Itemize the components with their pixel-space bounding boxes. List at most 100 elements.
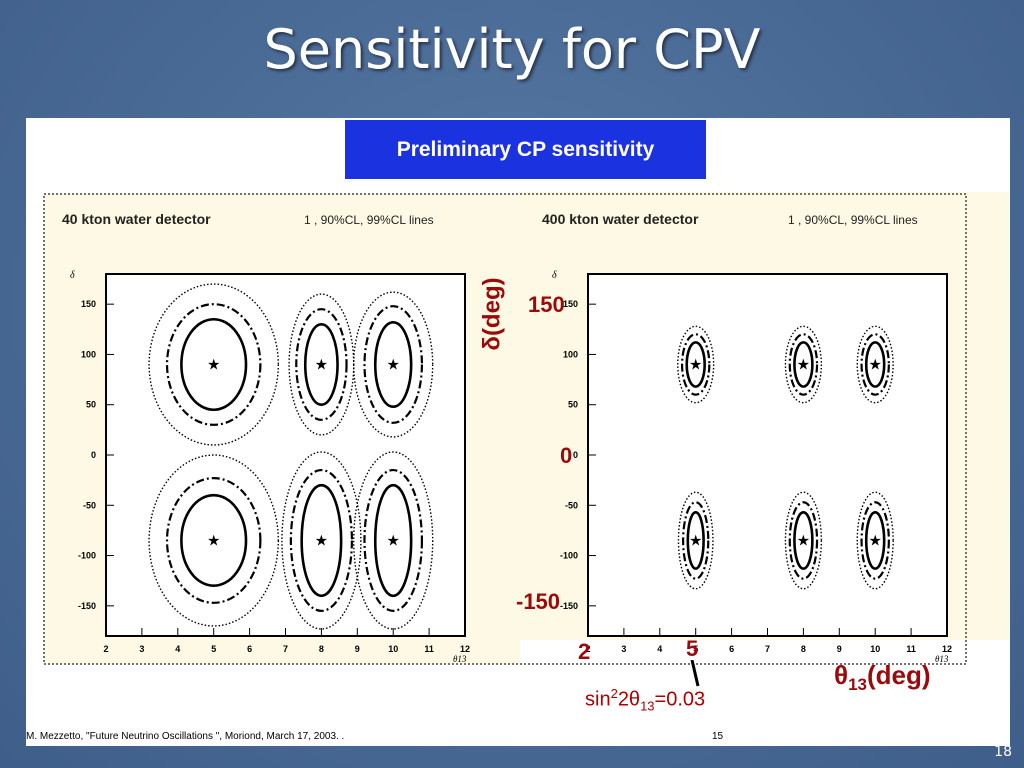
left-y-tick-label: -150 — [78, 601, 96, 611]
right-y-tick-label: 50 — [568, 400, 578, 410]
left-y-tick-label: 100 — [81, 349, 96, 359]
y-annotation-neg150: -150 — [516, 589, 561, 614]
left-y-tick-label: -100 — [78, 551, 96, 561]
right-panel-title: 400 kton water detector — [542, 211, 699, 227]
left-true-point-star: ★ — [386, 356, 399, 374]
left-x-tick-label: 5 — [211, 644, 216, 654]
left-y-tick-label: 150 — [81, 299, 96, 309]
left-x-tick-label: 7 — [283, 644, 288, 654]
left-contour — [300, 483, 343, 598]
left-contour — [295, 308, 348, 421]
y-axis-annotation-text: δ(deg) — [478, 277, 506, 351]
right-contour — [677, 325, 715, 404]
figure-page-number: 15 — [712, 731, 724, 742]
left-x-axis-label: θ13 — [453, 654, 467, 664]
left-contour — [363, 305, 424, 424]
left-true-point-star: ★ — [386, 531, 399, 549]
right-true-point-star: ★ — [797, 356, 810, 374]
right-true-point-star: ★ — [868, 531, 881, 549]
sin-sup: 2 — [610, 686, 618, 701]
left-x-tick-label: 4 — [175, 644, 180, 654]
right-contour — [682, 501, 710, 580]
left-contour — [165, 303, 262, 426]
right-contour — [864, 341, 886, 388]
right-true-point-star: ★ — [797, 531, 810, 549]
right-contour — [793, 341, 814, 388]
right-y-tick-label: 0 — [573, 450, 578, 460]
figure-panels: 40 kton water detector 1 , 90%CL, 99%CL l… — [43, 192, 1010, 665]
left-contour — [165, 477, 262, 604]
left-contour — [353, 291, 434, 438]
left-x-tick-label: 12 — [460, 644, 470, 654]
right-x-axis-label: θ13 — [935, 654, 949, 664]
right-y-tick-label: -150 — [560, 601, 578, 611]
left-contour — [289, 468, 354, 612]
left-true-point-star: ★ — [315, 531, 328, 549]
left-contour — [303, 322, 339, 407]
right-x-tick-label: 4 — [657, 644, 662, 654]
right-contour — [784, 325, 823, 404]
theta-unit: (deg) — [866, 660, 931, 690]
right-y-tick-label: -100 — [560, 551, 578, 561]
right-y-tick-label: 100 — [563, 349, 578, 359]
right-plot-frame — [587, 273, 948, 637]
right-contour — [860, 333, 890, 396]
right-contour — [793, 511, 814, 570]
right-y-axis-label: δ — [552, 270, 557, 281]
left-plot-frame — [105, 273, 466, 637]
sin-sub: 13 — [640, 698, 655, 714]
left-contour — [363, 468, 424, 612]
left-x-tick-label: 2 — [103, 644, 108, 654]
right-contour — [856, 325, 894, 404]
right-x-tick-label: 10 — [870, 644, 880, 654]
left-y-tick-label: 0 — [91, 450, 96, 460]
left-true-point-star: ★ — [315, 356, 328, 374]
slide-content: 40 kton water detector 1 , 90%CL, 99%CL l… — [26, 118, 1010, 746]
pointer-line — [690, 660, 700, 687]
right-x-tick-label: 12 — [942, 644, 952, 654]
right-true-point-star: ★ — [689, 531, 702, 549]
y-annotation-0: 0 — [560, 443, 573, 468]
right-x-tick-label: 2 — [585, 644, 590, 654]
right-x-tick-label: 5 — [693, 644, 698, 654]
left-x-tick-label: 10 — [388, 644, 398, 654]
left-contour — [353, 451, 434, 630]
sin-prefix: sin — [585, 688, 611, 711]
right-x-tick-label: 7 — [765, 644, 770, 654]
citation: M. Mezzetto, "Future Neutrino Oscillatio… — [26, 731, 345, 742]
preliminary-banner: Preliminary CP sensitivity — [345, 120, 706, 179]
right-y-tick-label: 150 — [563, 299, 578, 309]
sin-annotation: sin22θ13=0.03 — [585, 686, 705, 714]
left-contour — [180, 317, 248, 412]
right-contour — [856, 491, 894, 590]
right-contour — [788, 333, 819, 396]
left-contour — [180, 493, 248, 588]
right-x-tick-label: 8 — [801, 644, 806, 654]
left-x-tick-label: 8 — [319, 644, 324, 654]
left-y-tick-label: -50 — [83, 500, 96, 510]
right-contour — [788, 501, 819, 580]
theta-symbol: θ — [834, 660, 849, 690]
right-true-point-star: ★ — [689, 356, 702, 374]
panel-outer-frame — [43, 193, 967, 665]
theta-subscript: 13 — [848, 675, 867, 695]
left-true-point-star: ★ — [207, 531, 220, 549]
pointer-line-stroke — [690, 660, 700, 687]
x-axis-annotation: θ13(deg) — [834, 660, 931, 695]
right-contour — [680, 333, 711, 396]
slide-number: 18 — [994, 744, 1012, 760]
right-contour — [860, 501, 890, 580]
right-y-tick-label: -50 — [565, 500, 578, 510]
left-contour — [373, 320, 413, 409]
right-x-tick-label: 6 — [729, 644, 734, 654]
y-annotation-150: 150 — [528, 292, 565, 317]
right-x-tick-label: 3 — [621, 644, 626, 654]
x-annotation-5: 5 — [686, 636, 699, 661]
slide-title: Sensitivity for CPV — [263, 18, 761, 81]
right-contour — [686, 511, 705, 570]
left-panel-subtitle: 1 , 90%CL, 99%CL lines — [304, 213, 434, 227]
left-panel-title: 40 kton water detector — [62, 211, 211, 227]
left-y-axis-label: δ — [70, 270, 75, 281]
left-x-tick-label: 3 — [139, 644, 144, 654]
left-x-tick-label: 9 — [355, 644, 360, 654]
